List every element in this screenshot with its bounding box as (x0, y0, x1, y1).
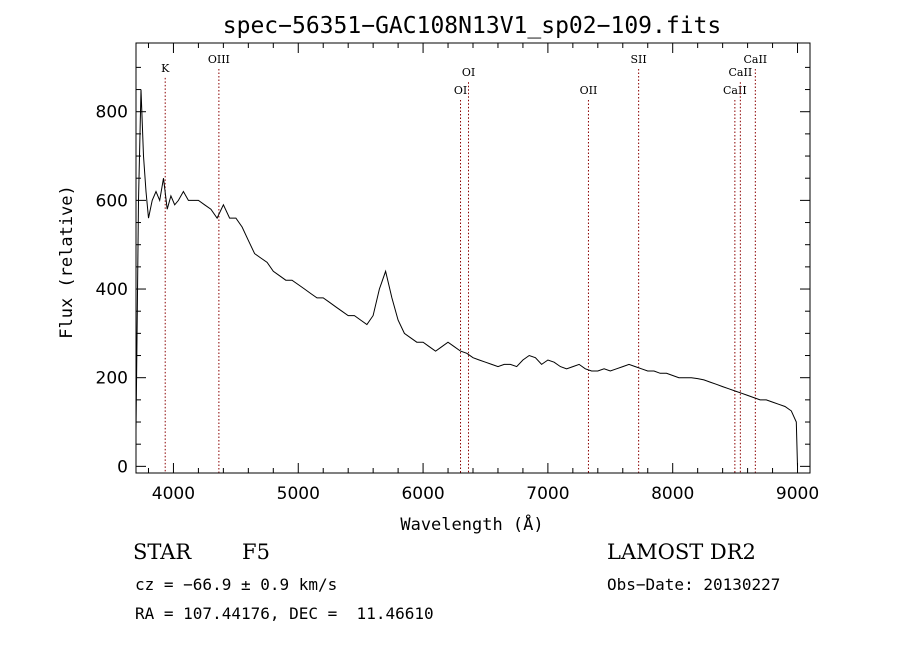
emission-line-label: CaII (729, 66, 753, 79)
emission-line-label: OII (580, 84, 598, 97)
emission-line-label: OI (454, 84, 467, 97)
x-tick-label: 5000 (277, 484, 320, 504)
y-tick-label: 200 (96, 369, 128, 389)
emission-line-label: CaII (743, 53, 767, 66)
survey-name: LAMOST DR2 (607, 540, 756, 564)
y-tick-label: 0 (117, 457, 128, 477)
emission-line-label: SII (631, 53, 647, 66)
x-tick-label: 6000 (401, 484, 444, 504)
object-subclass: F5 (242, 540, 270, 564)
y-tick-label: 400 (96, 280, 128, 300)
x-tick-label: 7000 (526, 484, 569, 504)
object-class: STAR (133, 540, 192, 564)
spectrum-series-line (135, 89, 798, 467)
x-tick-label: 4000 (152, 484, 195, 504)
x-tick-label: 9000 (776, 484, 819, 504)
chart-title: spec−56351−GAC108N13V1_sp02−109.fits (223, 13, 722, 39)
emission-line-label: OI (462, 66, 475, 79)
x-tick-label: 8000 (651, 484, 694, 504)
emission-line-label: OIII (208, 53, 230, 66)
emission-line-label: K (161, 62, 170, 75)
redshift-velocity: cz = −66.9 ± 0.9 km/s (135, 575, 338, 594)
y-axis-label: Flux (relative) (57, 185, 77, 339)
observation-date: Obs−Date: 20130227 (607, 575, 781, 594)
emission-line-label: CaII (723, 84, 747, 97)
axis-ticks: 4000 5000 6000 7000 8000 9000 0 200 400 600 800 (96, 43, 819, 504)
y-tick-label: 600 (96, 191, 128, 211)
x-axis-label: Wavelength (Å) (400, 513, 543, 535)
coordinates: RA = 107.44176, DEC = 11.46610 (135, 604, 434, 623)
y-tick-label: 800 (96, 103, 128, 123)
plot-frame (135, 42, 811, 474)
